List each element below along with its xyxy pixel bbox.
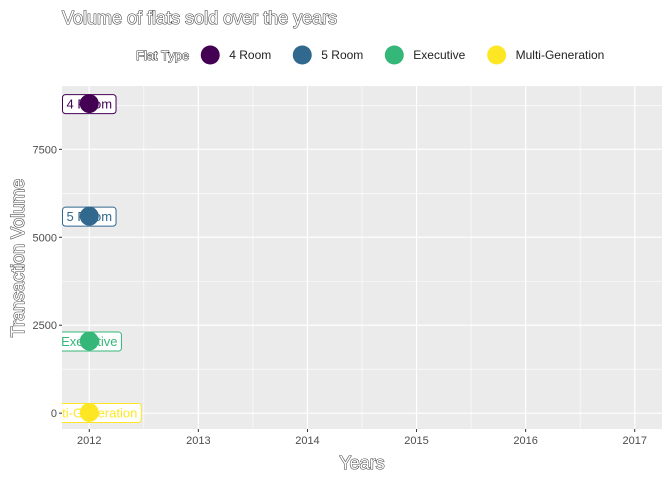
data-point <box>79 206 99 226</box>
axes: 2012 2013 2014 2015 2016 2017 0 2500 5000 7500 <box>33 144 647 447</box>
x-tick-label: 2014 <box>295 435 319 447</box>
x-tick-label: 2012 <box>77 435 101 447</box>
grid <box>62 86 662 429</box>
x-axis-title: Years <box>339 453 384 473</box>
legend-label: 5 Room <box>321 48 363 62</box>
y-tick-label: 2500 <box>33 320 57 332</box>
legend: Flat Type 4 Room 5 Room Executive Multi-Gen… <box>136 45 605 65</box>
x-tick-label: 2017 <box>622 435 646 447</box>
legend-key <box>487 45 507 65</box>
legend-label: 4 Room <box>229 48 271 62</box>
y-tick-label: 0 <box>51 408 57 420</box>
chart-title: Volume of flats sold over the years <box>62 8 337 28</box>
data-point <box>79 402 99 422</box>
legend-label: Multi-Generation <box>516 48 605 62</box>
data-point <box>79 94 99 114</box>
x-tick-label: 2013 <box>186 435 210 447</box>
legend-key <box>292 45 312 65</box>
y-tick-label: 5000 <box>33 232 57 244</box>
legend-key <box>384 45 404 65</box>
data-point <box>79 331 99 351</box>
y-axis-title: Transaction Volume <box>8 179 28 337</box>
x-tick-label: 2016 <box>513 435 537 447</box>
y-tick-label: 7500 <box>33 144 57 156</box>
legend-label: Executive <box>413 48 465 62</box>
legend-key <box>200 45 220 65</box>
x-tick-label: 2015 <box>404 435 428 447</box>
legend-title: Flat Type <box>136 48 189 63</box>
